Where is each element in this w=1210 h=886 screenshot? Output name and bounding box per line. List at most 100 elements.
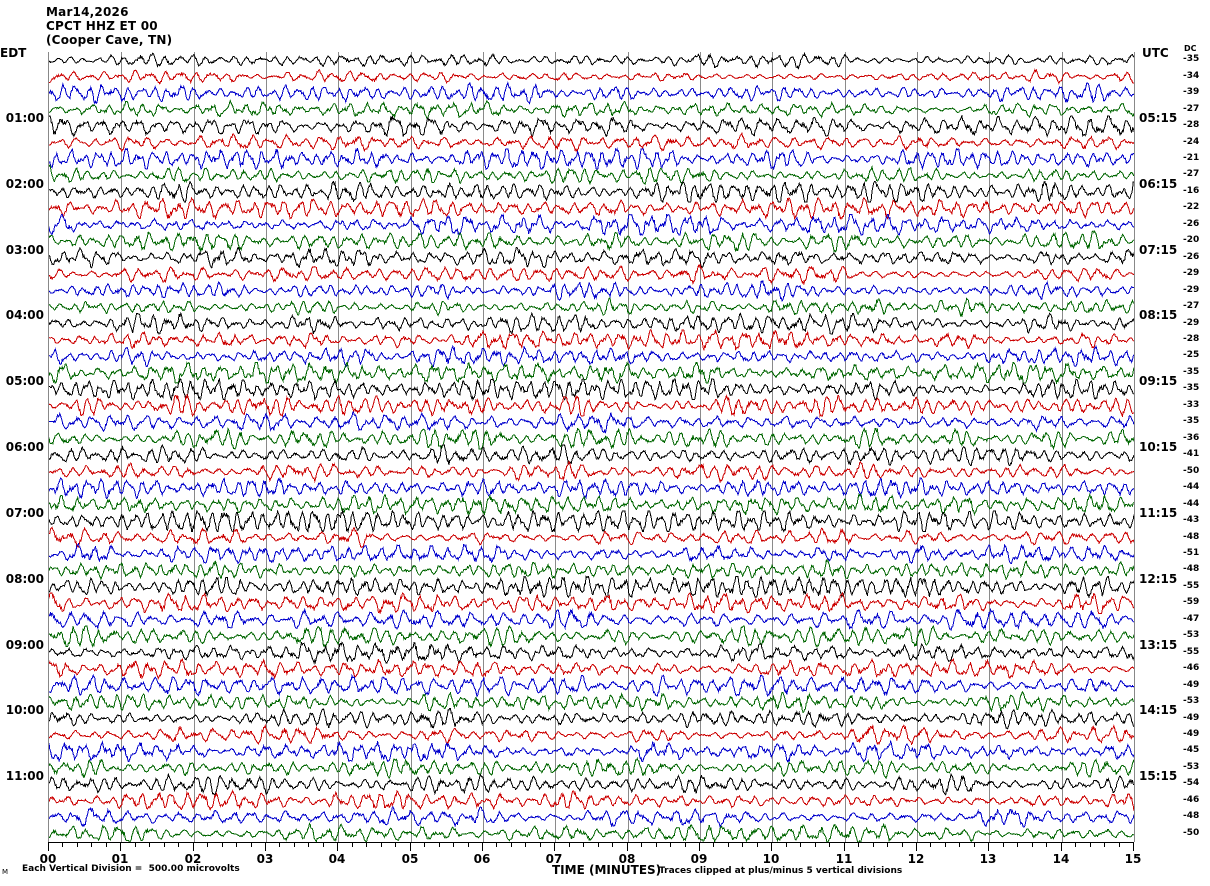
x-tick-major [120,842,121,851]
right-time-label: 09:15 [1139,374,1178,389]
x-tick-label: 14 [1052,852,1070,866]
x-tick-minor [583,842,584,847]
right-time-label: 05:15 [1139,110,1178,125]
x-tick-minor [1017,842,1018,847]
x-tick-minor [902,842,903,847]
x-tick-major [771,842,772,851]
seismic-trace [49,575,1134,599]
dc-offset-value: -27 [1183,169,1200,180]
x-axis-ticks: 00 01 02 03 04 05 06 07 08 09 10 11 12 13 14 15 [40,842,1141,872]
dc-offset-value: -44 [1183,498,1200,509]
right-time-axis: 05:15 06:15 07:15 08:15 09:15 10:15 11:15 12:15… [1139,52,1185,842]
x-tick-label: 03 [256,852,274,866]
seismic-trace [49,591,1134,615]
dc-offset-value: -48 [1183,531,1200,542]
seismic-trace [49,739,1134,764]
seismic-trace [49,99,1134,120]
dc-offset-value: -51 [1183,547,1200,558]
seismic-trace [49,641,1134,665]
dc-offset-value: -20 [1183,235,1200,246]
dc-offset-value: -46 [1183,663,1200,674]
x-tick-major [48,842,49,851]
grid-line-minute-13 [989,52,990,842]
dc-offset-value: -39 [1183,87,1200,98]
seismic-trace [49,311,1134,335]
seismic-trace [49,163,1134,186]
x-tick-label: 05 [401,852,419,866]
x-tick-major [482,842,483,851]
seismic-trace [49,196,1134,221]
right-time-label: 14:15 [1139,703,1178,718]
x-tick-minor [381,842,382,847]
x-tick-minor [91,842,92,847]
seismic-trace [49,707,1134,730]
x-tick-major [410,842,411,851]
left-time-label: 08:00 [5,571,44,586]
grid-line-minute-14 [1062,52,1063,842]
dc-offset-value: -49 [1183,712,1200,723]
seismic-trace [49,114,1134,138]
dc-offset-value: -53 [1183,696,1200,707]
dc-offset-value: -28 [1183,120,1200,131]
grid-line-minute-7 [555,52,556,842]
seismic-trace [49,297,1134,317]
left-time-axis: 01:00 02:00 03:00 04:00 05:00 06:00 07:00 08:00… [0,52,44,842]
dc-offset-value: -29 [1183,284,1200,295]
x-tick-minor [945,842,946,847]
left-axis-timezone-label: EDT [0,46,27,60]
left-time-label: 10:00 [5,703,44,718]
clipping-note: Traces clipped at plus/minus 5 vertical … [659,866,903,876]
dc-offset-value: -53 [1183,761,1200,772]
seismic-trace [49,558,1134,581]
x-tick-minor [873,842,874,847]
dc-offset-value: -28 [1183,334,1200,345]
x-tick-minor [424,842,425,847]
seismic-trace [49,657,1134,680]
seismic-trace [49,426,1134,451]
x-tick-minor [366,842,367,847]
x-tick-minor [1119,842,1120,847]
x-tick-minor [930,842,931,847]
dc-offset-value: -27 [1183,103,1200,114]
grid-line-minute-5 [411,52,412,842]
x-tick-major [337,842,338,851]
right-time-label: 13:15 [1139,637,1178,652]
seismic-trace [49,377,1134,402]
seismic-trace [49,723,1134,746]
seismic-trace [49,607,1134,632]
x-tick-minor [395,842,396,847]
seismic-trace [49,526,1134,549]
dc-offset-value: -21 [1183,152,1200,163]
dc-offset-value: -26 [1183,251,1200,262]
x-tick-minor [1046,842,1047,847]
x-tick-minor [251,842,252,847]
trace-lines [49,52,1134,842]
dc-offset-value: -44 [1183,482,1200,493]
x-tick-label: 04 [328,852,346,866]
x-tick-minor [670,842,671,847]
dc-column-header: DC [1184,44,1197,53]
grid-line-minute-9 [700,52,701,842]
seismic-trace [49,52,1134,71]
grid-line-minute-6 [483,52,484,842]
x-tick-major [193,842,194,851]
dc-offset-value: -35 [1183,54,1200,65]
seismic-trace [49,822,1134,842]
dc-offset-value: -29 [1183,268,1200,279]
seismic-trace [49,131,1134,153]
dc-offset-value: -45 [1183,745,1200,756]
x-tick-minor [525,842,526,847]
header-site: (Cooper Cave, TN) [46,33,173,47]
x-tick-minor [178,842,179,847]
seismic-trace [49,757,1134,780]
seismic-trace [49,246,1134,269]
dc-offset-axis: -35 -34 -39 -27 -28 -24 -21 -27 -16 -22 -26 -20 -26 -… [1183,52,1210,842]
x-tick-minor [786,842,787,847]
x-tick-minor [569,842,570,847]
seismic-trace [49,262,1134,286]
x-tick-major [916,842,917,851]
x-tick-minor [858,842,859,847]
dc-offset-value: -22 [1183,202,1200,213]
dc-offset-value: -33 [1183,399,1200,410]
x-tick-label: 15 [1124,852,1142,866]
